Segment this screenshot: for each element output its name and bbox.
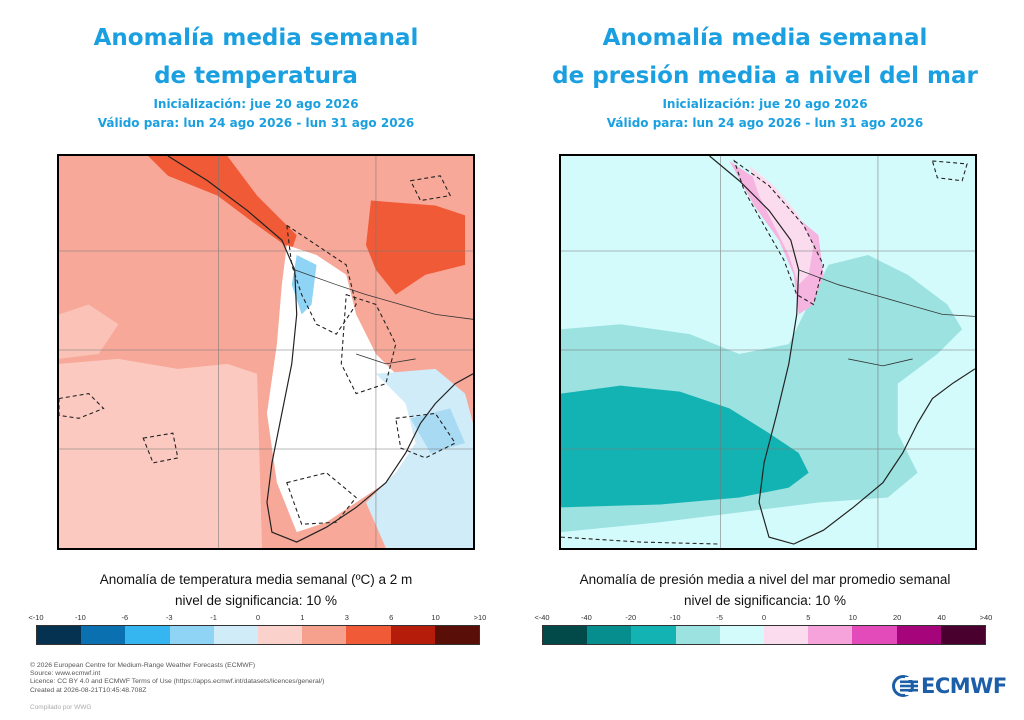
colorbar-tick: -5 xyxy=(716,613,723,622)
colorbar-swatch xyxy=(169,626,214,644)
colorbar-tick: 5 xyxy=(806,613,811,622)
colorbar-swatch xyxy=(808,626,853,644)
colorbar-tick: -6 xyxy=(121,613,129,622)
ecmwf-logo-text: ECMWF xyxy=(921,674,1007,698)
temperature-valid-range: Válido para: lun 24 ago 2026 - lun 31 ag… xyxy=(97,116,415,130)
colorbar-tick: -10 xyxy=(74,613,86,622)
footer-licence: Licence: CC BY 4.0 and ECMWF Terms of Us… xyxy=(30,678,325,686)
temperature-caption: Anomalía de temperatura media semanal (º… xyxy=(99,572,413,587)
temperature-init-date: Inicialización: jue 20 ago 2026 xyxy=(153,97,359,111)
temperature-panel: Anomalía media semanal de temperatura In… xyxy=(0,0,512,650)
pressure-title-line1: Anomalía media semanal xyxy=(602,25,928,51)
ecmwf-logo: ECMWF xyxy=(892,674,1007,698)
colorbar-tick: 10 xyxy=(431,613,440,622)
pressure-anomaly-map xyxy=(559,154,977,550)
colorbar-tick: 10 xyxy=(848,613,857,622)
temperature-title-line1: Anomalía media semanal xyxy=(93,25,419,51)
colorbar-tick: -3 xyxy=(165,613,173,622)
colorbar-tick: -20 xyxy=(625,613,637,622)
colorbar-swatch xyxy=(213,626,259,644)
pressure-title-line2: de presión media a nivel del mar xyxy=(552,63,978,89)
colorbar-tick: 40 xyxy=(937,613,946,622)
ecmwf-logo-icon xyxy=(892,675,918,697)
temperature-anomaly-map xyxy=(57,154,475,550)
colorbar-tick: 0 xyxy=(761,613,767,622)
footer-created: Created at 2026-08-21T10:45:48.708Z xyxy=(30,686,147,694)
colorbar-swatch xyxy=(587,626,632,644)
colorbar-swatch xyxy=(940,626,986,644)
colorbar-swatch xyxy=(764,626,809,644)
colorbar-tick: 0 xyxy=(255,613,261,622)
colorbar-swatch xyxy=(390,626,435,644)
footer-source: Source: www.ecmwf.int xyxy=(30,670,101,678)
colorbar-tick: <-40 xyxy=(534,613,550,622)
colorbar-tick: 3 xyxy=(344,613,349,622)
colorbar-swatch xyxy=(675,626,720,644)
colorbar-tick: <-10 xyxy=(28,613,44,622)
colorbar-tick: 20 xyxy=(893,613,902,622)
pressure-init-date: Inicialización: jue 20 ago 2026 xyxy=(662,97,868,111)
colorbar-swatch xyxy=(631,626,676,644)
colorbar-swatch xyxy=(81,626,126,644)
colorbar-tick: >10 xyxy=(473,613,487,622)
colorbar-tick: >40 xyxy=(979,613,993,622)
pressure-significance: nivel de significancia: 10 % xyxy=(683,593,847,608)
colorbar-swatch xyxy=(896,626,941,644)
colorbar-swatch xyxy=(258,626,303,644)
copyright-footer: © 2026 European Centre for Medium-Range … xyxy=(30,662,324,695)
temperature-colorbar xyxy=(36,625,480,645)
pressure-colorbar xyxy=(542,625,986,645)
pressure-panel: Anomalía media semanal de presión media … xyxy=(509,0,1021,650)
colorbar-swatch xyxy=(719,626,765,644)
colorbar-tick: -40 xyxy=(580,613,592,622)
colorbar-swatch xyxy=(852,626,897,644)
colorbar-tick: 6 xyxy=(389,613,394,622)
colorbar-tick: -10 xyxy=(669,613,681,622)
colorbar-swatch xyxy=(125,626,170,644)
temperature-title-line2: de temperatura xyxy=(154,63,358,89)
colorbar-swatch xyxy=(543,626,588,644)
pressure-caption: Anomalía de presión media a nivel del ma… xyxy=(579,572,951,587)
pressure-valid-range: Válido para: lun 24 ago 2026 - lun 31 ag… xyxy=(606,116,924,130)
colorbar-tick: -1 xyxy=(210,613,217,622)
colorbar-swatch xyxy=(346,626,391,644)
footer-copyright: © 2026 European Centre for Medium-Range … xyxy=(30,662,256,669)
temperature-significance: nivel de significancia: 10 % xyxy=(174,593,338,608)
compiled-by-text: Compilado por WWG xyxy=(30,704,92,711)
colorbar-swatch xyxy=(37,626,82,644)
temperature-colorbar-ticks: <-10 -10 -6 -3 -1 0 1 3 6 10 >10 xyxy=(28,613,486,625)
colorbar-swatch xyxy=(302,626,347,644)
colorbar-tick: 1 xyxy=(300,613,305,622)
colorbar-swatch xyxy=(434,626,480,644)
pressure-colorbar-ticks: <-40 -40 -20 -10 -5 0 5 10 20 40 >40 xyxy=(534,613,992,625)
